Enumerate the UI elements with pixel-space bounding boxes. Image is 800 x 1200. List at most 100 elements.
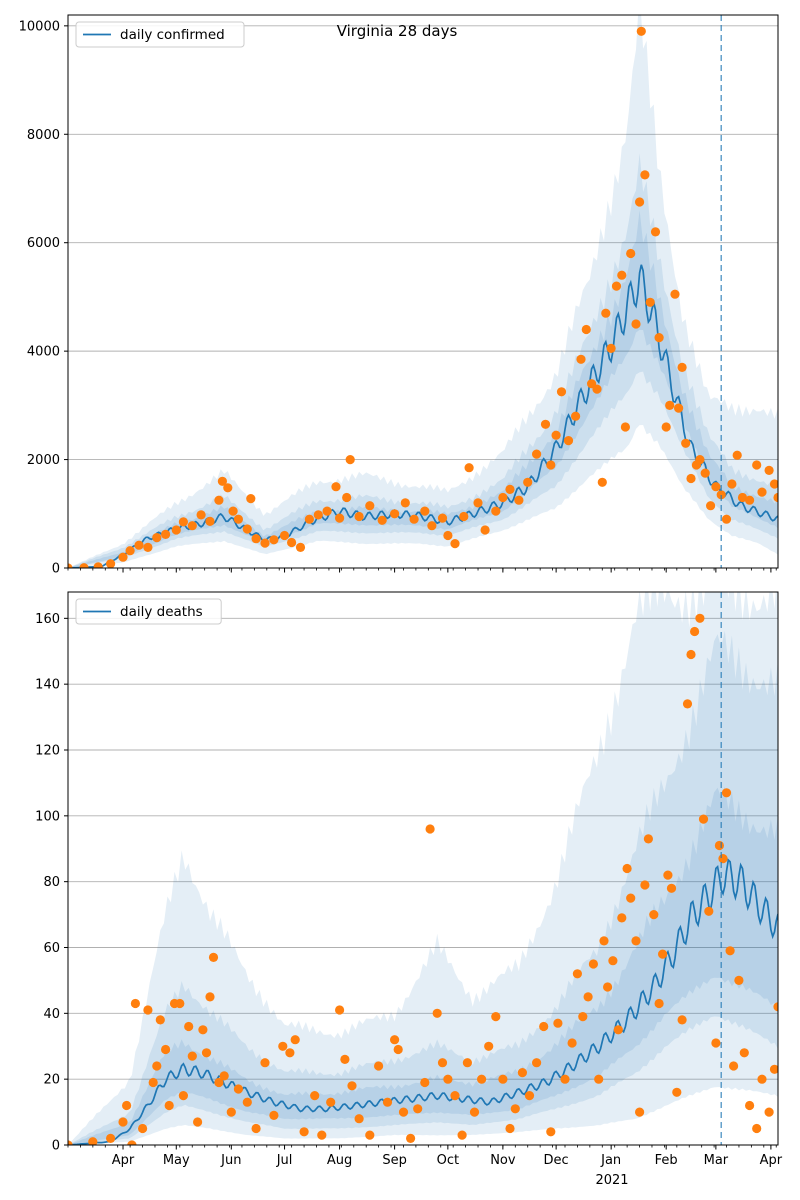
data-point (606, 343, 616, 353)
data-point (223, 483, 233, 493)
legend: daily deaths (75, 598, 222, 625)
data-point (219, 1071, 229, 1081)
data-point (540, 419, 551, 429)
data-point (118, 1117, 128, 1127)
data-point (654, 998, 664, 1009)
data-point (636, 26, 646, 36)
data-point (757, 487, 767, 497)
data-point (161, 1044, 171, 1055)
data-point (164, 1100, 174, 1111)
data-point (155, 1015, 165, 1025)
data-point (572, 969, 583, 979)
x-tick-label: Jan (600, 1153, 621, 1168)
data-point (390, 509, 400, 519)
data-point (450, 1091, 460, 1101)
data-point (374, 1061, 384, 1071)
data-point (382, 1097, 393, 1107)
data-point (640, 880, 650, 890)
data-point (171, 525, 181, 535)
y-tick-label: 4000 (27, 345, 60, 360)
data-point (523, 477, 533, 487)
data-point (727, 479, 737, 489)
data-point (68, 1140, 73, 1145)
data-point (626, 893, 636, 903)
data-point (654, 333, 664, 343)
data-point (251, 1123, 261, 1134)
data-point (491, 1012, 501, 1022)
panel-daily-confirmed: 0 2000 4000 6000 8000 10000 daily confirmed (19, 14, 779, 577)
data-point (597, 477, 607, 487)
data-point (335, 1005, 345, 1015)
data-point (581, 324, 591, 335)
y-tick-label: 80 (43, 875, 60, 890)
data-point (622, 863, 632, 874)
data-point (672, 1087, 682, 1097)
data-point (106, 559, 116, 568)
legend-box (75, 598, 222, 625)
data-point (193, 1117, 203, 1127)
data-point (317, 1130, 327, 1140)
data-point (106, 1133, 116, 1143)
data-point (251, 534, 261, 544)
uncertainty-band (68, 592, 778, 1145)
data-point (88, 1137, 98, 1145)
data-point (469, 1107, 480, 1117)
data-point (377, 515, 387, 525)
data-point (594, 1074, 604, 1084)
data-point (459, 511, 469, 522)
data-point (686, 649, 696, 660)
data-point (498, 492, 508, 503)
data-point (711, 482, 721, 492)
data-point (718, 854, 728, 864)
x-tick-label: Oct (437, 1153, 459, 1168)
data-point (304, 514, 314, 524)
data-point (725, 946, 735, 956)
plot-area (68, 592, 778, 1145)
data-point (287, 537, 297, 548)
data-point (695, 613, 705, 623)
data-point (752, 460, 762, 470)
data-point (571, 411, 581, 421)
data-point (450, 539, 460, 549)
data-point (643, 834, 654, 844)
data-point (714, 840, 725, 851)
x-tick-label: Apr (112, 1153, 135, 1168)
x-axis-year-label: 2021 (595, 1173, 628, 1188)
data-point (269, 1110, 279, 1120)
data-point (631, 319, 641, 329)
data-point (279, 530, 290, 541)
uncertainty-band (68, 786, 778, 1145)
y-tick-label: 60 (43, 941, 60, 956)
axes-frame (67, 591, 779, 1146)
data-point (553, 1018, 563, 1028)
data-point (178, 1091, 188, 1101)
data-point (347, 1081, 357, 1091)
data-point (432, 1008, 442, 1018)
data-point (462, 1058, 472, 1068)
data-point (583, 992, 593, 1002)
data-point (79, 563, 89, 568)
data-point (567, 1038, 577, 1048)
data-point (427, 521, 437, 531)
data-point (127, 1140, 137, 1145)
data-point (757, 1074, 767, 1084)
panel-daily-deaths: 0 20 40 60 80 100 120 140 160 Apr May Jun Jul Aug Sep O… (35, 591, 783, 1168)
data-point (152, 533, 162, 543)
data-point (313, 510, 323, 520)
data-point (670, 289, 680, 299)
data-point (739, 1048, 749, 1058)
data-point (269, 535, 279, 545)
data-point (620, 422, 631, 432)
y-tick-label: 8000 (27, 128, 60, 143)
data-point (635, 197, 645, 207)
y-tick-label: 10000 (19, 19, 60, 34)
data-point (214, 495, 224, 505)
data-point (143, 542, 153, 553)
x-tick-label: Apr (760, 1153, 783, 1168)
data-point (228, 506, 238, 516)
data-point (406, 1133, 416, 1143)
data-point (161, 529, 171, 540)
data-point (764, 465, 774, 475)
data-point (143, 1005, 153, 1015)
y-tick-label: 160 (35, 612, 60, 627)
